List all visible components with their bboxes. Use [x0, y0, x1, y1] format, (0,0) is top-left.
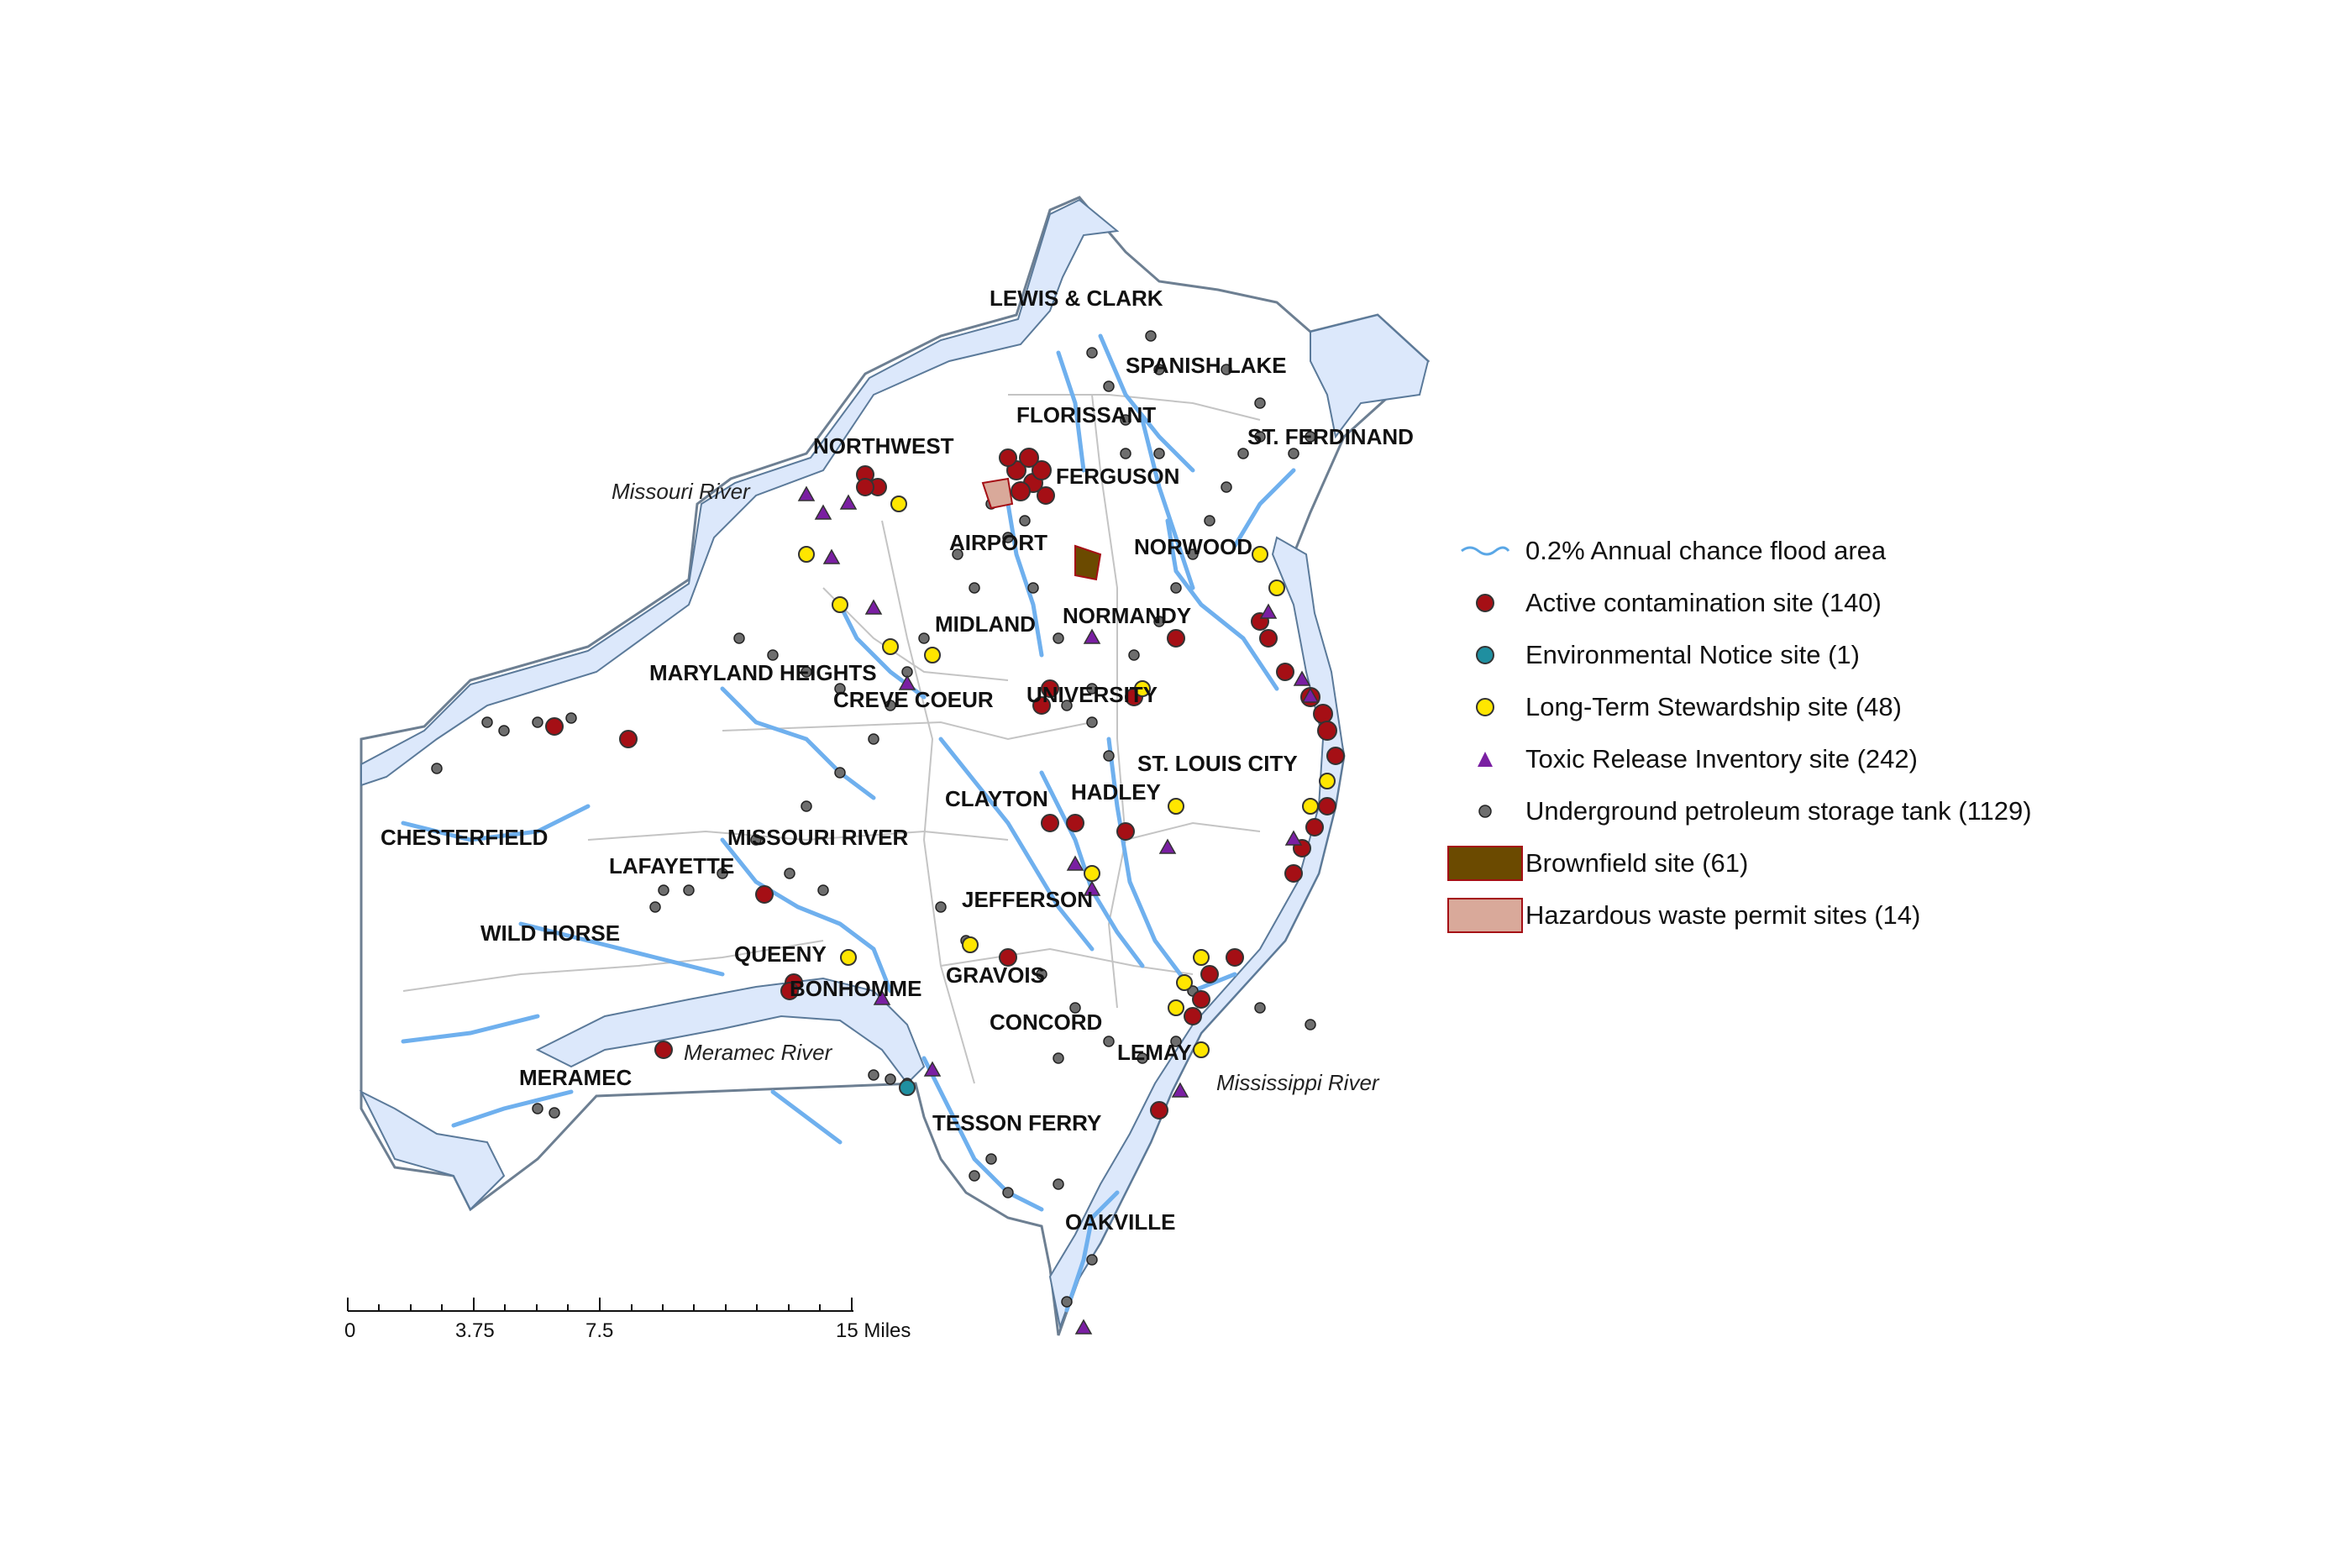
environmental-notice-point [899, 1079, 916, 1096]
legend-label: Environmental Notice site (1) [1525, 640, 1860, 669]
region-label: WILD HORSE [480, 920, 620, 946]
region-label: GRAVOIS [946, 962, 1045, 988]
active-contamination-points [545, 448, 1345, 1120]
legend-item-stewardship: Long-Term Stewardship site (48) [1445, 681, 2167, 733]
region-label: OAKVILLE [1065, 1209, 1175, 1235]
legend-item-notice: Environmental Notice site (1) [1445, 629, 2167, 681]
legend: 0.2% Annual chance flood area Active con… [1445, 525, 2167, 941]
region-label: CREVE COEUR [833, 687, 994, 712]
region-label: MIDLAND [935, 611, 1036, 637]
purple-triangle-icon [1445, 742, 1525, 776]
legend-item-ust: Underground petroleum storage tank (1129… [1445, 785, 2167, 837]
red-circle-icon [1445, 586, 1525, 620]
region-label: MERAMEC [519, 1065, 633, 1090]
yellow-circle-icon [1445, 690, 1525, 724]
region-label: LEMAY [1117, 1040, 1192, 1065]
region-labels: LEWIS & CLARK SPANISH LAKE FLORISSANT ST… [381, 286, 1414, 1235]
legend-item-active: Active contamination site (140) [1445, 577, 2167, 629]
region-label: NORTHWEST [813, 433, 954, 459]
region-label: NORMANDY [1063, 603, 1191, 628]
region-label: FLORISSANT [1016, 402, 1156, 427]
legend-label: Hazardous waste permit sites (14) [1525, 900, 1921, 930]
region-label: UNIVERSITY [1026, 682, 1158, 707]
region-label: NORWOOD [1134, 534, 1252, 559]
hazardous-swatch-icon [1445, 898, 1525, 933]
teal-circle-icon [1445, 638, 1525, 672]
scale-label-7-5: 7.5 [585, 1319, 614, 1342]
legend-label: Long-Term Stewardship site (48) [1525, 692, 1902, 721]
region-label: BONHOMME [790, 976, 921, 1001]
scale-bar: 0 3.75 7.5 15 Miles [344, 1289, 911, 1348]
flood-line-icon [1445, 534, 1525, 568]
region-label: TESSON FERRY [932, 1110, 1101, 1135]
region-label: SPANISH LAKE [1126, 353, 1287, 378]
legend-label: Active contamination site (140) [1525, 588, 1882, 617]
river-label-meramec: Meramec River [684, 1040, 833, 1065]
brownfield-swatch-icon [1445, 846, 1525, 881]
region-label: LAFAYETTE [609, 853, 734, 878]
hazardous-waste-site [981, 477, 1014, 510]
region-label: LEWIS & CLARK [990, 286, 1163, 311]
region-label: AIRPORT [949, 530, 1047, 555]
region-label: MARYLAND HEIGHTS [649, 660, 877, 685]
region-label: MISSOURI RIVER [727, 825, 908, 850]
river-labels: Missouri River Meramec River Mississippi… [612, 479, 1380, 1095]
river-label-missouri: Missouri River [612, 479, 751, 504]
region-label: CHESTERFIELD [381, 825, 548, 850]
stewardship-points [798, 496, 1336, 1058]
region-label: QUEENY [734, 941, 827, 967]
river-label-mississippi: Mississippi River [1216, 1070, 1380, 1095]
region-label: CONCORD [990, 1009, 1102, 1035]
legend-label: Toxic Release Inventory site (242) [1525, 744, 1918, 774]
region-label: JEFFERSON [962, 887, 1093, 912]
flood-area-southwest [359, 1089, 506, 1211]
legend-label: 0.2% Annual chance flood area [1525, 536, 1887, 565]
flood-area-missouri [360, 198, 1120, 787]
legend-item-brownfield: Brownfield site (61) [1445, 837, 2167, 889]
legend-label: Underground petroleum storage tank (1129… [1525, 796, 2032, 826]
streams [401, 333, 1296, 1313]
legend-item-hazardous: Hazardous waste permit sites (14) [1445, 889, 2167, 941]
brownfield-site [1074, 544, 1102, 581]
scale-label-0: 0 [344, 1319, 356, 1342]
region-label: ST. FERDINAND [1247, 424, 1414, 449]
scale-label-15-miles: 15 Miles [836, 1319, 911, 1342]
tri-points [797, 485, 1320, 1335]
region-label: CLAYTON [945, 786, 1048, 811]
legend-label: Brownfield site (61) [1525, 848, 1749, 878]
flood-area-northeast [1310, 313, 1430, 439]
region-label: HADLEY [1071, 779, 1161, 805]
legend-item-tri: Toxic Release Inventory site (242) [1445, 733, 2167, 785]
gray-dot-icon [1445, 794, 1525, 828]
region-label: FERGUSON [1056, 464, 1179, 489]
legend-item-flood: 0.2% Annual chance flood area [1445, 525, 2167, 577]
scale-label-3-75: 3.75 [455, 1319, 495, 1342]
subregion-boundaries [402, 394, 1261, 1084]
region-label: ST. LOUIS CITY [1137, 751, 1298, 776]
